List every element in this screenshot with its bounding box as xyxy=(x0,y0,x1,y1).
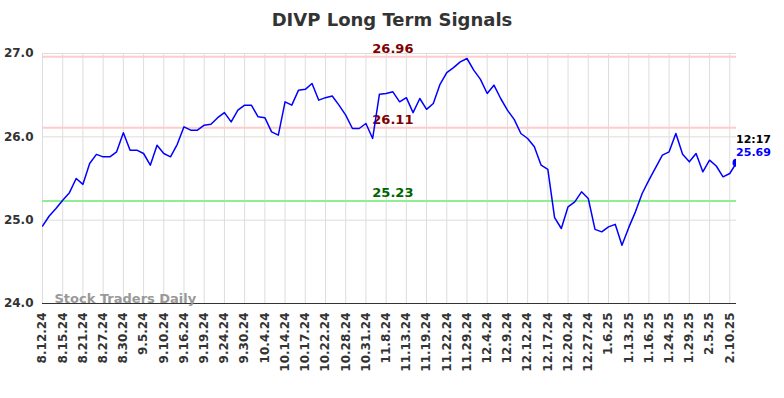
svg-text:12.27.24: 12.27.24 xyxy=(581,313,595,372)
svg-text:12.17.24: 12.17.24 xyxy=(541,313,555,372)
svg-text:10.14.24: 10.14.24 xyxy=(278,313,292,372)
svg-text:24.0: 24.0 xyxy=(4,296,34,310)
svg-text:25.23: 25.23 xyxy=(372,185,413,200)
svg-text:27.0: 27.0 xyxy=(4,46,34,60)
svg-text:12.4.24: 12.4.24 xyxy=(480,313,494,364)
svg-text:11.8.24: 11.8.24 xyxy=(379,313,393,364)
svg-text:2.5.25: 2.5.25 xyxy=(702,313,716,356)
svg-text:9.16.24: 9.16.24 xyxy=(177,313,191,364)
svg-text:2.10.25: 2.10.25 xyxy=(723,313,737,364)
svg-text:10.22.24: 10.22.24 xyxy=(318,313,332,372)
svg-text:8.21.24: 8.21.24 xyxy=(76,313,90,364)
svg-text:10.4.24: 10.4.24 xyxy=(258,313,272,364)
svg-text:8.27.24: 8.27.24 xyxy=(96,313,110,364)
svg-text:1.6.25: 1.6.25 xyxy=(601,313,615,356)
svg-text:10.28.24: 10.28.24 xyxy=(339,313,353,372)
svg-text:26.96: 26.96 xyxy=(372,41,413,56)
svg-text:8.15.24: 8.15.24 xyxy=(56,313,70,364)
svg-text:Stock Traders Daily: Stock Traders Daily xyxy=(55,291,197,306)
svg-text:9.19.24: 9.19.24 xyxy=(197,313,211,364)
svg-text:1.24.25: 1.24.25 xyxy=(662,313,676,364)
svg-text:25.0: 25.0 xyxy=(4,213,34,227)
html-text:DIVP Long Term Signals: DIVP Long Term Signals xyxy=(271,9,513,30)
svg-text:26.11: 26.11 xyxy=(372,112,413,127)
svg-text:12.9.24: 12.9.24 xyxy=(500,313,514,364)
svg-text:8.30.24: 8.30.24 xyxy=(116,313,130,364)
svg-text:1.29.25: 1.29.25 xyxy=(682,313,696,364)
svg-text:9.30.24: 9.30.24 xyxy=(237,313,251,364)
svg-text:25.69: 25.69 xyxy=(736,146,771,159)
svg-text:12.12.24: 12.12.24 xyxy=(520,313,534,372)
svg-text:12.20.24: 12.20.24 xyxy=(561,313,575,372)
svg-text:26.0: 26.0 xyxy=(4,130,34,144)
svg-text:10.17.24: 10.17.24 xyxy=(298,313,312,372)
svg-text:9.10.24: 9.10.24 xyxy=(157,313,171,364)
svg-text:10.31.24: 10.31.24 xyxy=(359,313,373,372)
svg-text:11.13.24: 11.13.24 xyxy=(399,313,413,372)
svg-text:9.5.24: 9.5.24 xyxy=(136,313,150,356)
svg-text:12:17: 12:17 xyxy=(736,133,771,146)
svg-text:1.16.25: 1.16.25 xyxy=(642,313,656,364)
svg-text:11.22.24: 11.22.24 xyxy=(440,313,454,372)
svg-text:11.29.24: 11.29.24 xyxy=(460,313,474,372)
svg-text:1.13.25: 1.13.25 xyxy=(622,313,636,364)
svg-text:8.12.24: 8.12.24 xyxy=(35,313,49,364)
svg-text:11.19.24: 11.19.24 xyxy=(419,313,433,372)
svg-text:9.24.24: 9.24.24 xyxy=(217,313,231,364)
